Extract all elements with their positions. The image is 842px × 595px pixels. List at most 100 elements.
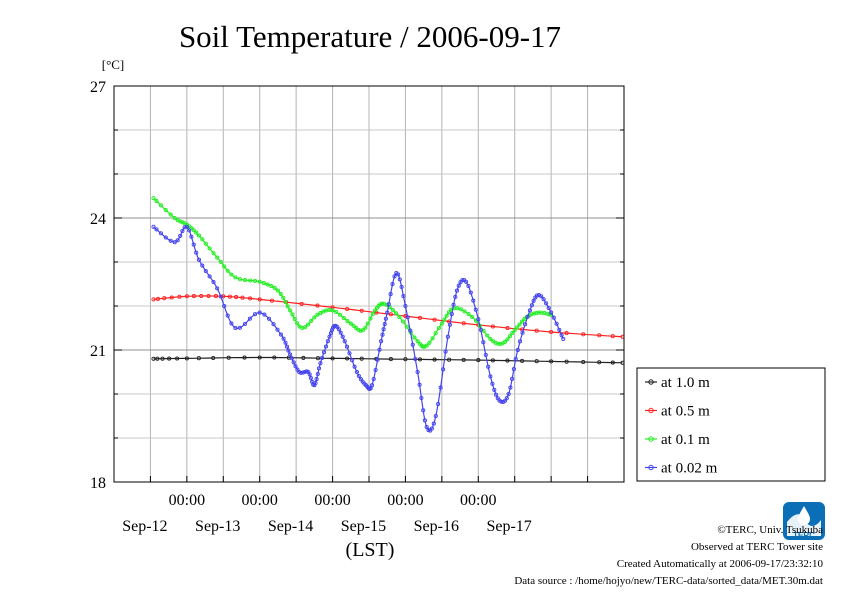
series-point	[237, 325, 242, 330]
series-point	[189, 234, 194, 239]
series-point	[158, 231, 163, 236]
series-point	[511, 367, 516, 372]
series-point	[502, 398, 508, 403]
series-point	[158, 203, 163, 208]
series-point	[447, 322, 452, 327]
series-point	[225, 313, 230, 318]
series-point	[408, 328, 413, 333]
series-point	[379, 339, 384, 344]
series-point	[265, 282, 270, 287]
day-label: Sep-13	[195, 518, 240, 535]
series-point	[386, 302, 391, 307]
series-point	[502, 339, 508, 344]
series-point	[517, 322, 522, 327]
series-point	[151, 297, 156, 302]
series-line	[153, 225, 564, 432]
series-point	[184, 224, 189, 229]
series-point	[182, 225, 187, 230]
series-point	[348, 321, 353, 326]
series-point	[191, 228, 196, 233]
series-point	[342, 339, 347, 344]
series-point	[211, 279, 216, 285]
series-point	[456, 283, 461, 288]
series-point	[433, 413, 438, 419]
series-point	[461, 357, 466, 362]
series-point	[218, 294, 223, 299]
series-point	[492, 387, 497, 392]
series-at-0-02-m	[151, 224, 566, 433]
legend-label: at 0.5 m	[661, 404, 710, 420]
series-point	[527, 308, 532, 313]
series-point	[392, 274, 397, 279]
series-point	[306, 322, 311, 327]
series-point	[242, 355, 247, 360]
series-point	[449, 312, 454, 317]
series-point	[454, 288, 460, 293]
series-point	[476, 358, 481, 363]
time-tick-label: 00:00	[169, 492, 205, 509]
series-point	[433, 331, 438, 336]
series-point	[207, 274, 212, 279]
series-point	[539, 294, 544, 299]
series-point	[356, 327, 361, 332]
series-point	[359, 356, 364, 361]
series-point	[382, 322, 387, 327]
series-point	[446, 310, 451, 315]
series-point	[432, 317, 437, 322]
series-point	[160, 356, 165, 361]
series-point	[405, 315, 410, 320]
series-point	[337, 312, 342, 317]
series-point	[315, 371, 320, 377]
series-point	[307, 372, 312, 377]
series-point	[468, 290, 473, 295]
series-point	[298, 370, 304, 375]
series-point	[536, 310, 542, 315]
series-point	[180, 228, 185, 234]
series-point	[151, 224, 156, 229]
series-point	[505, 358, 510, 363]
series-point	[508, 385, 513, 390]
series-point	[225, 268, 230, 273]
series-point	[513, 357, 518, 362]
time-tick-label: 00:00	[387, 492, 423, 509]
series-point	[180, 220, 185, 225]
series-point	[312, 315, 317, 320]
series-point	[351, 323, 356, 328]
series-point	[194, 250, 199, 255]
series-point	[222, 304, 227, 309]
series-point	[373, 308, 378, 313]
series-point	[549, 329, 554, 335]
series-point	[350, 358, 355, 363]
series-point	[237, 277, 243, 282]
series-point	[207, 246, 212, 251]
series-point	[284, 344, 290, 349]
series-point	[534, 359, 539, 364]
series-point	[458, 307, 463, 312]
series-point	[281, 336, 286, 341]
series-point	[519, 319, 525, 324]
series-point	[529, 312, 534, 317]
series-point	[462, 309, 467, 314]
logo-wave-shape	[787, 514, 821, 536]
series-point	[262, 312, 267, 317]
series-point	[272, 355, 277, 360]
series-point	[278, 291, 283, 296]
time-tick-label: 00:00	[314, 492, 350, 509]
series-point	[379, 301, 385, 306]
series-point	[266, 316, 272, 321]
series-point	[532, 311, 537, 316]
x-axis-title: (LST)	[346, 539, 395, 561]
series-point	[295, 321, 300, 326]
series-point	[242, 278, 248, 283]
series-point	[200, 237, 205, 242]
series-point	[430, 336, 435, 341]
series-point	[517, 339, 523, 344]
series-point	[506, 391, 511, 397]
series-point	[397, 277, 402, 282]
series-point	[597, 333, 602, 338]
series-point	[269, 284, 274, 289]
series-line	[153, 356, 623, 364]
series-point	[510, 331, 515, 336]
series-point	[505, 337, 510, 342]
series-point	[360, 328, 365, 333]
